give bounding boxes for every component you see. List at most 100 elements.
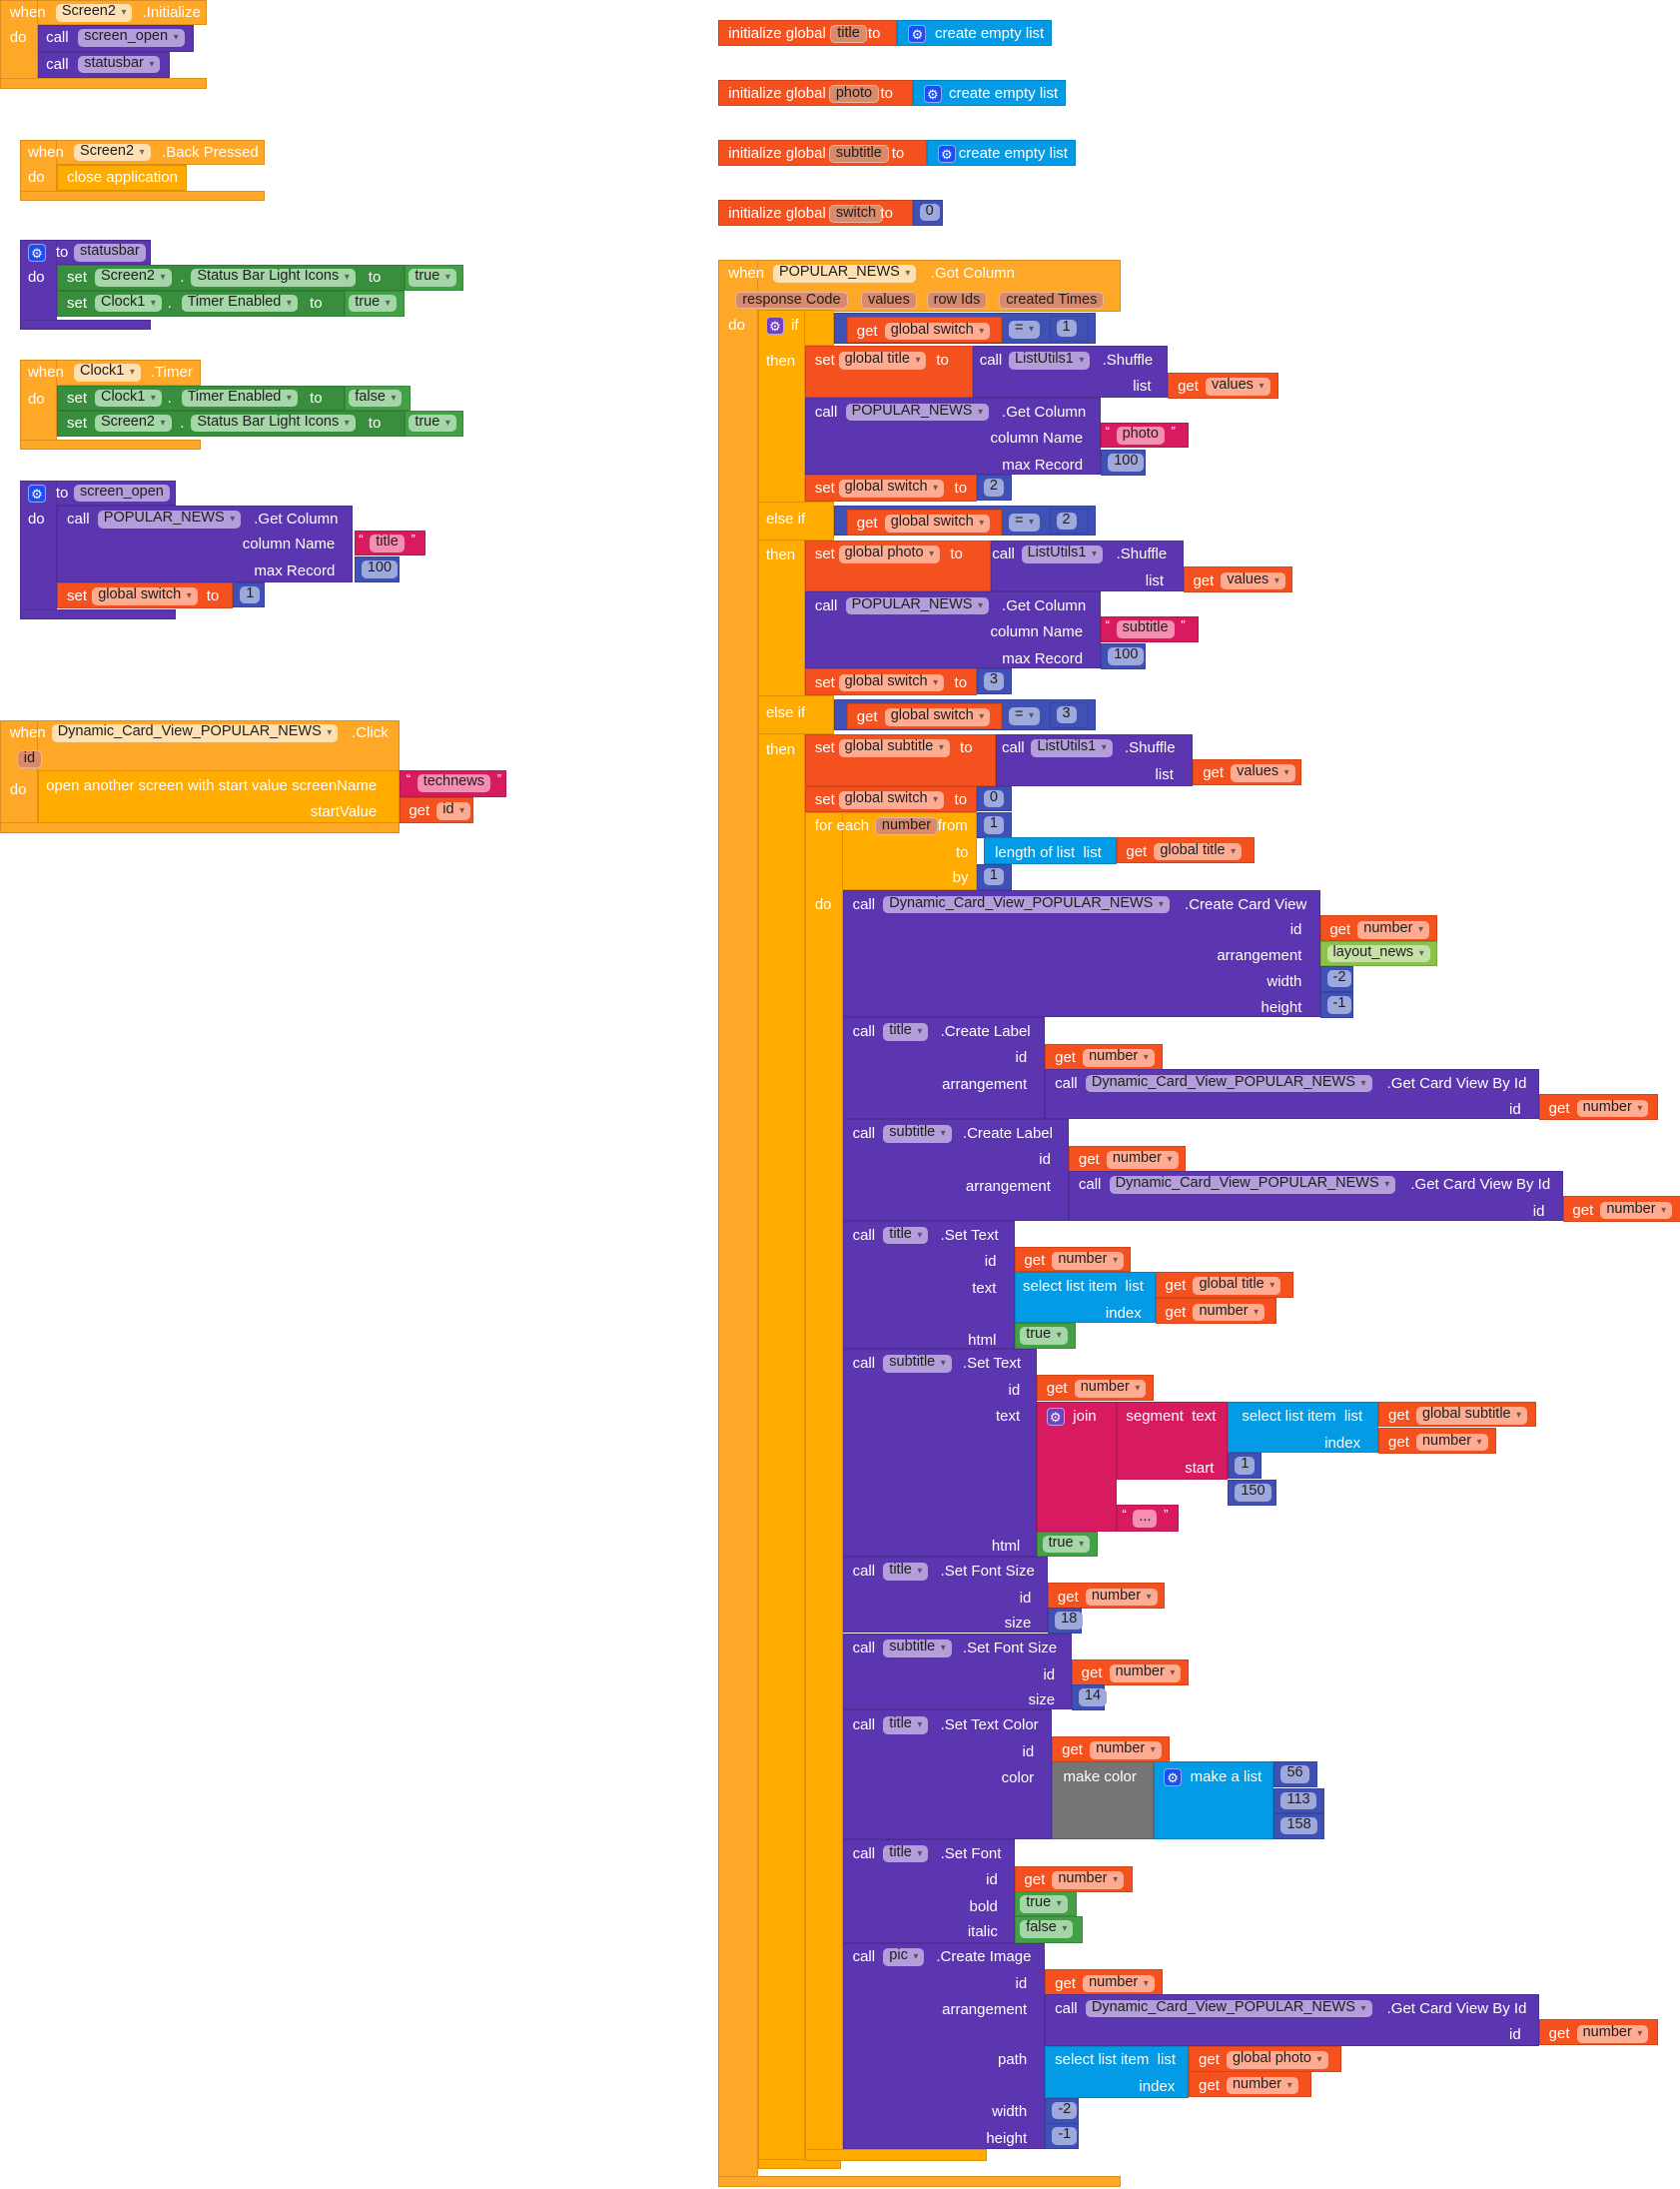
clock-timer-stmts-1-component-dropdown[interactable]: Screen2 xyxy=(94,414,172,433)
gc-label-title-card-id-var-dropdown[interactable]: number xyxy=(1576,1099,1649,1118)
gc-branches-0-col-name-field[interactable]: photo xyxy=(1106,424,1176,445)
block[interactable] xyxy=(0,719,38,832)
proc-statusbar-name-field[interactable]: statusbar xyxy=(74,244,146,262)
gc-settext-subtitle-html-dropdown[interactable]: true xyxy=(1042,1535,1091,1554)
gc-branches-0-cmp-field[interactable]: 1 xyxy=(1056,319,1077,338)
gc-branches-1-cmp-field[interactable]: 2 xyxy=(1056,512,1077,531)
gc-font-title-bold-dropdown[interactable]: true xyxy=(1020,1894,1068,1913)
gc-settext-title-html-dropdown[interactable]: true xyxy=(1020,1327,1068,1346)
block[interactable] xyxy=(19,240,58,330)
gc-branches-0-op-dropdown[interactable]: = xyxy=(1009,320,1041,339)
gc-image-pic-card-comp-dropdown[interactable]: Dynamic_Card_View_POPULAR_NEWS xyxy=(1085,1999,1372,2018)
gc-settext-title-component-dropdown[interactable]: title xyxy=(883,1226,929,1245)
proc-screen-open-set-var-dropdown[interactable]: global switch xyxy=(92,586,198,605)
gc-image-pic-photo-var-dropdown[interactable]: global photo xyxy=(1226,2051,1328,2070)
init-3-name-field[interactable]: switch xyxy=(828,205,884,223)
gc-settext-title-list-var-dropdown[interactable]: global title xyxy=(1193,1276,1281,1295)
block[interactable] xyxy=(19,609,176,620)
gc-branches-1-set-var-dropdown[interactable]: global photo xyxy=(838,545,941,563)
gc-image-pic-id-var-dropdown[interactable]: number xyxy=(1083,1974,1155,1993)
gc-textcolor-title-rgb-2-field[interactable]: 158 xyxy=(1280,1816,1317,1835)
block[interactable] xyxy=(19,360,58,450)
gc-create-card-arrangement-dropdown[interactable]: layout_news xyxy=(1326,944,1430,963)
gc-branches-0-switch-val-field[interactable]: 2 xyxy=(983,478,1004,497)
gc-branches-2-set-var-dropdown[interactable]: global subtitle xyxy=(838,738,950,757)
gc-branches-1-list-var-dropdown[interactable]: values xyxy=(1221,571,1285,590)
gc-fontsize-title-size-field[interactable]: 18 xyxy=(1055,1612,1084,1631)
gc-branches-0-list-var-dropdown[interactable]: values xyxy=(1206,378,1270,397)
gc-fontsize-subtitle-id-var-dropdown[interactable]: number xyxy=(1109,1664,1182,1683)
gc-branches-0-set-var-dropdown[interactable]: global title xyxy=(838,351,927,370)
gc-settext-title-index-var-dropdown[interactable]: number xyxy=(1193,1303,1265,1322)
gc-font-title-id-var-dropdown[interactable]: number xyxy=(1052,1870,1125,1889)
screen-init-procs-1-dropdown[interactable]: statusbar xyxy=(78,55,161,74)
proc-statusbar-stmts-1-property-dropdown[interactable]: Timer Enabled xyxy=(181,294,298,313)
gc-label-title-component-dropdown[interactable]: title xyxy=(883,1022,929,1041)
gc-fontsize-subtitle-size-field[interactable]: 14 xyxy=(1078,1687,1108,1706)
gc-loop-by-field[interactable]: 1 xyxy=(983,867,1004,886)
proc-statusbar-stmts-1-value-dropdown[interactable]: true xyxy=(349,294,397,313)
call-set-text-color[interactable] xyxy=(842,1709,1053,1840)
gc-branches-1-op-dropdown[interactable]: = xyxy=(1009,513,1041,532)
card-click-screen-name-field[interactable]: technews xyxy=(407,771,501,792)
clock-timer-stmts-0-value-dropdown[interactable]: false xyxy=(349,389,403,408)
gc-branches-2-cmp-field[interactable]: 3 xyxy=(1056,705,1077,724)
gc-component-dropdown[interactable]: POPULAR_NEWS xyxy=(772,265,917,283)
gc-settext-subtitle-length-field[interactable]: 150 xyxy=(1235,1483,1271,1502)
gc-image-pic-component-dropdown[interactable]: pic xyxy=(883,1947,925,1966)
gc-fontsize-title-id-var-dropdown[interactable]: number xyxy=(1085,1588,1158,1607)
gear-icon[interactable]: ⚙ xyxy=(27,484,46,503)
gc-branches-2-var-dropdown[interactable]: global switch xyxy=(884,708,991,727)
proc-screen-open-component-dropdown[interactable]: POPULAR_NEWS xyxy=(97,510,242,529)
block[interactable] xyxy=(19,480,58,620)
proc-screen-open-max-record-field[interactable]: 100 xyxy=(361,560,399,579)
gc-textcolor-title-component-dropdown[interactable]: title xyxy=(883,1715,929,1734)
gc-label-subtitle-card-comp-dropdown[interactable]: Dynamic_Card_View_POPULAR_NEWS xyxy=(1109,1176,1396,1195)
gc-settext-subtitle-suffix-field[interactable]: ... xyxy=(1122,1507,1169,1529)
gc-branches-1-shuffle-comp-dropdown[interactable]: ListUtils1 xyxy=(1021,545,1104,563)
gc-create-card-width-field[interactable]: -2 xyxy=(1326,969,1352,988)
init-2-name-field[interactable]: subtitle xyxy=(828,145,889,163)
block[interactable] xyxy=(19,139,58,202)
segment-block[interactable] xyxy=(1116,1401,1229,1480)
gc-loop-from-field[interactable]: 1 xyxy=(983,815,1004,834)
gc-settext-title-id-var-dropdown[interactable]: number xyxy=(1052,1251,1125,1270)
gc-textcolor-title-rgb-0-field[interactable]: 56 xyxy=(1280,1764,1309,1783)
gc-branches-1-switch-val-field[interactable]: 3 xyxy=(983,671,1004,690)
block[interactable] xyxy=(19,440,202,450)
gc-font-title-component-dropdown[interactable]: title xyxy=(883,1844,929,1863)
block[interactable] xyxy=(718,2175,1121,2188)
block[interactable] xyxy=(0,78,207,90)
call-set-text[interactable] xyxy=(842,1221,1015,1349)
gc-settext-subtitle-id-var-dropdown[interactable]: number xyxy=(1074,1380,1147,1399)
block[interactable] xyxy=(19,191,266,202)
initialize-global-0[interactable] xyxy=(718,19,898,47)
gear-icon[interactable]: ⚙ xyxy=(1164,1767,1183,1786)
screen-init-component-dropdown[interactable]: Screen2 xyxy=(55,3,133,22)
call-create-label[interactable] xyxy=(842,1119,1070,1222)
call-create-image[interactable] xyxy=(842,1942,1046,2150)
clock-timer-stmts-0-property-dropdown[interactable]: Timer Enabled xyxy=(181,389,298,408)
gc-fontsize-subtitle-component-dropdown[interactable]: subtitle xyxy=(883,1640,952,1657)
gc-label-title-card-comp-dropdown[interactable]: Dynamic_Card_View_POPULAR_NEWS xyxy=(1085,1074,1372,1093)
gc-label-subtitle-card-id-var-dropdown[interactable]: number xyxy=(1600,1201,1673,1220)
gc-branches-0-switch-var-dropdown[interactable]: global switch xyxy=(838,480,945,499)
call-set-font-size[interactable] xyxy=(842,1556,1049,1634)
gc-font-title-italic-dropdown[interactable]: false xyxy=(1020,1919,1074,1938)
back-pressed-component-dropdown[interactable]: Screen2 xyxy=(74,143,151,162)
gc-image-pic-index-var-dropdown[interactable]: number xyxy=(1226,2076,1298,2095)
select-list-item-block[interactable] xyxy=(1014,1271,1156,1324)
gear-icon[interactable]: ⚙ xyxy=(1046,1408,1065,1427)
gc-fontsize-title-component-dropdown[interactable]: title xyxy=(883,1563,929,1582)
gc-label-title-id-var-dropdown[interactable]: number xyxy=(1083,1049,1155,1068)
gc-params-1-field[interactable]: values xyxy=(860,291,917,310)
block[interactable] xyxy=(718,259,758,2188)
proc-screen-open-set-value-field[interactable]: 1 xyxy=(240,585,261,604)
proc-statusbar-stmts-0-component-dropdown[interactable]: Screen2 xyxy=(94,269,172,288)
screen-init-procs-0-dropdown[interactable]: screen_open xyxy=(78,28,185,47)
gear-icon[interactable]: ⚙ xyxy=(937,145,956,164)
clock-timer-stmts-1-property-dropdown[interactable]: Status Bar Light Icons xyxy=(191,414,356,433)
gc-branches-1-switch-var-dropdown[interactable]: global switch xyxy=(838,673,945,692)
gc-loop-var-field[interactable]: number xyxy=(874,817,939,836)
